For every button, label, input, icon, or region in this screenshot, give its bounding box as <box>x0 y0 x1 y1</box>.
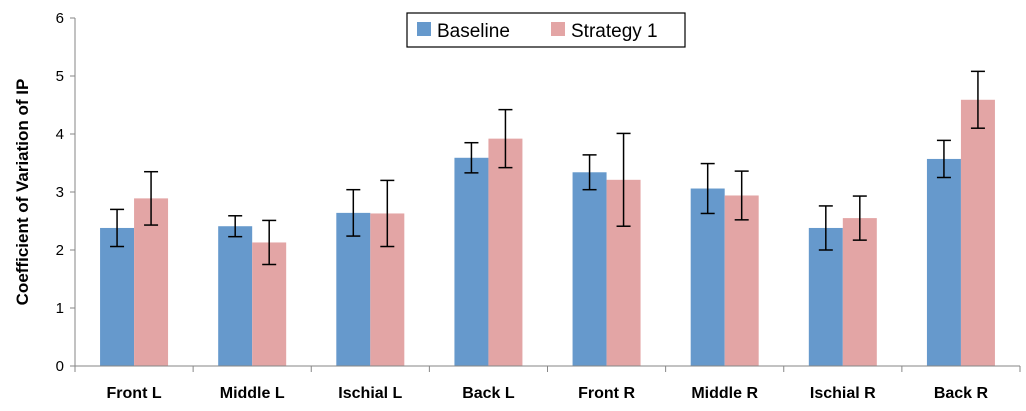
error-bars <box>110 70 985 266</box>
bar-strategy-1 <box>724 195 759 366</box>
legend-swatch-strategy-1 <box>551 22 565 36</box>
y-axis: 0 1 2 3 4 5 6 <box>56 10 76 375</box>
x-tick-label: Back R <box>934 385 989 402</box>
y-tick-label: 1 <box>56 300 64 317</box>
x-tick-label: Back L <box>462 385 515 402</box>
legend-swatch-baseline <box>417 22 431 36</box>
bar-strategy-1 <box>960 99 995 366</box>
x-tick-label: Front R <box>578 385 635 402</box>
bar-strategy-1 <box>134 198 169 366</box>
y-tick-label: 2 <box>56 242 64 259</box>
bar-strategy-1 <box>842 218 877 366</box>
bars <box>100 99 995 366</box>
y-tick-label: 5 <box>56 68 64 85</box>
legend: Baseline Strategy 1 <box>406 12 686 48</box>
y-axis-label: Coefficient of Variation of IP <box>13 79 32 306</box>
x-tick-label: Front L <box>107 385 162 402</box>
x-tick-label: Middle R <box>691 385 758 402</box>
y-tick-label: 0 <box>56 358 64 375</box>
y-tick-label: 3 <box>56 184 64 201</box>
bar-baseline <box>808 227 843 366</box>
bar-baseline <box>218 226 253 366</box>
bar-baseline <box>336 212 371 366</box>
legend-label: Strategy 1 <box>571 21 658 42</box>
y-tick-label: 6 <box>56 10 64 27</box>
bar-baseline <box>690 188 725 366</box>
bar-baseline <box>454 157 489 366</box>
x-tick-label: Middle L <box>220 385 285 402</box>
x-tick-label: Ischial R <box>810 385 876 402</box>
legend-label: Baseline <box>437 21 510 42</box>
bar-strategy-1 <box>488 138 523 366</box>
x-tick-label: Ischial L <box>338 385 402 402</box>
x-axis: Front L Middle L Ischial L Back L Front R Mid… <box>74 365 1021 402</box>
bar-baseline <box>572 172 607 366</box>
bar-baseline <box>100 227 135 366</box>
legend-box <box>406 12 686 48</box>
bar-baseline <box>926 158 961 366</box>
y-tick-label: 4 <box>56 126 64 143</box>
